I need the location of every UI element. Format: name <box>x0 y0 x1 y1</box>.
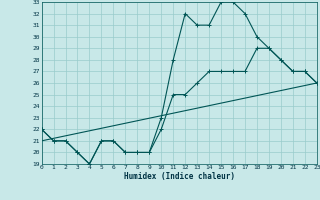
X-axis label: Humidex (Indice chaleur): Humidex (Indice chaleur) <box>124 172 235 181</box>
